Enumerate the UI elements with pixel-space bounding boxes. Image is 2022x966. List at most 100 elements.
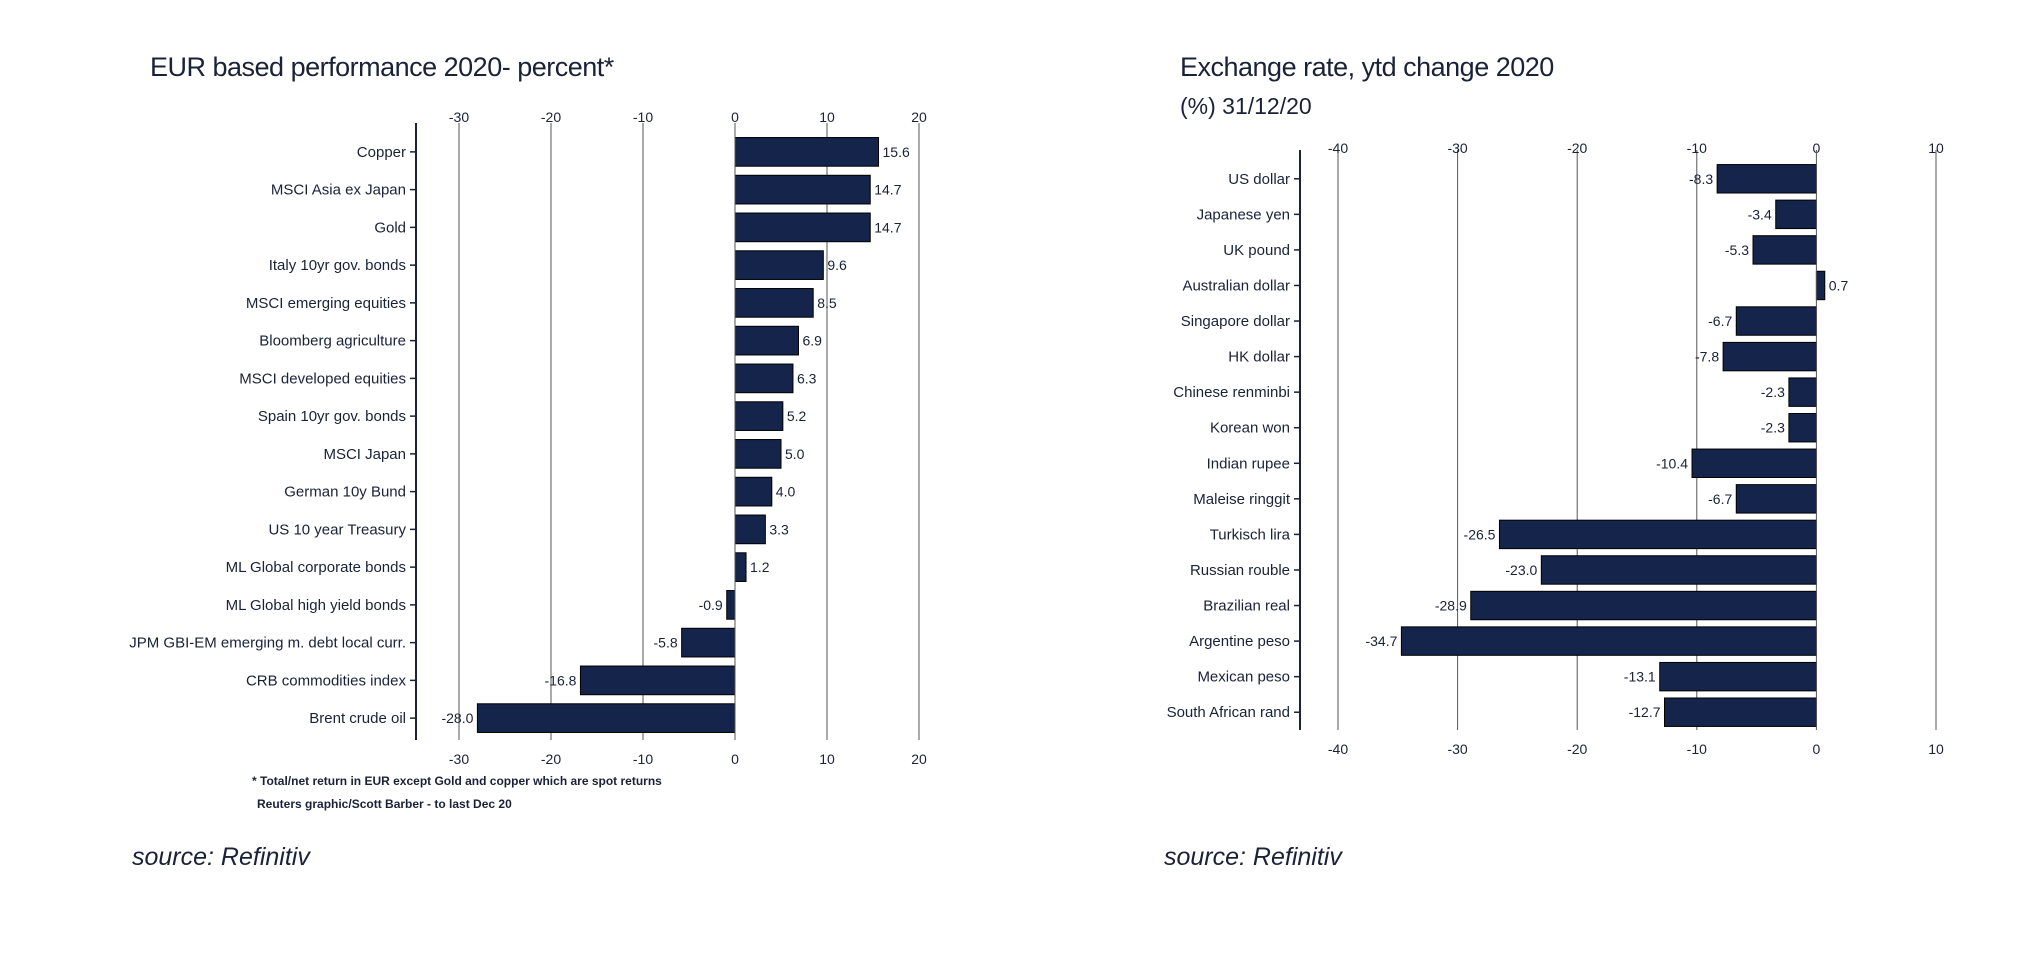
left-footnote-line1: * Total/net return in EUR except Gold an…	[252, 774, 662, 788]
right-category-label: Singapore dollar	[1181, 313, 1290, 330]
right-bar-chart: -40 -40 -30 -30 -20 -20 -10 -10 0 0 10 10 US dollar -…	[1167, 140, 1944, 757]
right-xtick-label-top: -10	[1687, 140, 1707, 156]
right-category-label: South African rand	[1167, 704, 1290, 721]
left-value-label: -28.0	[441, 710, 473, 726]
right-bar	[1722, 341, 1817, 372]
right-value-label: -8.3	[1689, 171, 1713, 187]
left-bar-chart: -30 -30 -20 -20 -10 -10 0 0 10 10 20 20 Copper 15.6 MS…	[129, 109, 927, 767]
right-category-label: Indian rupee	[1207, 455, 1290, 472]
right-value-label: -6.7	[1708, 491, 1732, 507]
right-xtick-label-bottom: -40	[1328, 741, 1348, 757]
right-category-label: Argentine peso	[1189, 633, 1290, 650]
left-xtick-label-bottom: -30	[449, 751, 469, 767]
right-category-label: Australian dollar	[1182, 277, 1290, 294]
right-value-label: -10.4	[1656, 455, 1688, 471]
left-value-label: 5.0	[785, 446, 805, 462]
right-xtick-label-top: -30	[1447, 140, 1467, 156]
right-chart-title: Exchange rate, ytd change 2020	[1180, 52, 1554, 82]
left-value-label: 4.0	[776, 484, 796, 500]
left-bar	[734, 325, 799, 356]
left-category-label: MSCI Japan	[323, 446, 406, 463]
left-xtick-label-top: 0	[731, 109, 739, 125]
left-bar	[726, 590, 736, 620]
left-xtick-label-bottom: 0	[731, 751, 739, 767]
left-xtick-label-bottom: 20	[911, 751, 927, 767]
left-value-label: -0.9	[699, 597, 723, 613]
left-category-label: MSCI developed equities	[239, 370, 406, 387]
right-xtick-label-top: -40	[1328, 140, 1348, 156]
left-chart-title: EUR based performance 2020- percent*	[150, 52, 614, 82]
right-value-label: -6.7	[1708, 313, 1732, 329]
left-value-label: 9.6	[827, 257, 847, 273]
left-value-label: -16.8	[545, 672, 577, 688]
left-bar	[734, 514, 766, 545]
left-xtick-label-top: -30	[449, 109, 469, 125]
left-xtick-label-top: -10	[633, 109, 653, 125]
left-bar	[734, 439, 782, 469]
right-xtick-label-bottom: 0	[1813, 741, 1821, 757]
right-chart-panel: Exchange rate, ytd change 2020 (%) 31/12…	[1060, 0, 2022, 966]
left-bar	[734, 288, 814, 318]
right-bar	[1400, 626, 1817, 656]
right-value-label: -12.7	[1629, 704, 1661, 720]
left-category-label: Brent crude oil	[309, 710, 406, 727]
left-xtick-label-top: -20	[541, 109, 561, 125]
right-bar	[1540, 555, 1817, 585]
right-value-label: -26.5	[1464, 526, 1496, 542]
right-category-label: Russian rouble	[1190, 562, 1290, 579]
left-category-label: Bloomberg agriculture	[259, 333, 406, 350]
right-bar	[1752, 235, 1817, 265]
right-bar	[1788, 412, 1817, 443]
right-category-label: Turkisch lira	[1210, 526, 1291, 543]
left-xtick-label-bottom: 10	[819, 751, 835, 767]
left-value-label: 6.9	[802, 333, 822, 349]
right-bar	[1659, 661, 1817, 692]
right-value-label: -28.9	[1435, 598, 1467, 614]
left-value-label: 3.3	[769, 521, 789, 537]
right-category-label: HK dollar	[1228, 349, 1290, 366]
left-value-label: -5.8	[654, 635, 678, 651]
left-value-label: 5.2	[787, 408, 807, 424]
left-bar	[734, 250, 824, 280]
left-value-label: 8.5	[817, 295, 837, 311]
left-bar	[476, 703, 736, 733]
right-xtick-label-top: 10	[1928, 140, 1944, 156]
right-value-label: 0.7	[1829, 277, 1849, 293]
right-value-label: -13.1	[1624, 669, 1656, 685]
right-xtick-label-bottom: 10	[1928, 741, 1944, 757]
left-category-label: ML Global high yield bonds	[226, 597, 406, 614]
right-bar	[1735, 484, 1817, 514]
left-value-label: 1.2	[750, 559, 770, 575]
left-category-label: Spain 10yr gov. bonds	[258, 408, 406, 425]
left-category-label: Copper	[357, 144, 406, 161]
left-bar	[734, 401, 784, 431]
right-bar	[1470, 590, 1817, 621]
right-source: source: Refinitiv	[1164, 843, 1342, 871]
left-category-label: Gold	[374, 219, 406, 236]
left-category-label: JPM GBI-EM emerging m. debt local curr.	[129, 635, 406, 652]
left-bar	[734, 212, 871, 243]
right-category-label: Maleise ringgit	[1193, 491, 1291, 508]
right-bar	[1815, 270, 1826, 301]
right-xtick-label-bottom: -10	[1687, 741, 1707, 757]
left-xtick-label-bottom: -20	[541, 751, 561, 767]
left-value-label: 6.3	[797, 370, 817, 386]
left-category-label: CRB commodities index	[246, 672, 407, 689]
right-value-label: -34.7	[1365, 633, 1397, 649]
right-bar	[1498, 519, 1817, 550]
left-chart-panel: EUR based performance 2020- percent* -30…	[129, 52, 927, 871]
right-value-label: -7.8	[1695, 349, 1719, 365]
left-category-label: MSCI emerging equities	[246, 295, 406, 312]
left-value-label: 15.6	[883, 144, 910, 160]
right-xtick-label-top: 0	[1813, 140, 1821, 156]
right-value-label: -2.3	[1761, 384, 1785, 400]
right-bar	[1691, 448, 1817, 479]
left-xtick-label-bottom: -10	[633, 751, 653, 767]
right-value-label: -2.3	[1761, 420, 1785, 436]
left-bar	[734, 476, 773, 507]
right-bar	[1664, 697, 1817, 727]
right-category-label: Chinese renminbi	[1173, 384, 1290, 401]
left-xtick-label-top: 20	[911, 109, 927, 125]
left-bar	[734, 137, 880, 167]
right-chart-subtitle: (%) 31/12/20	[1180, 93, 1312, 119]
